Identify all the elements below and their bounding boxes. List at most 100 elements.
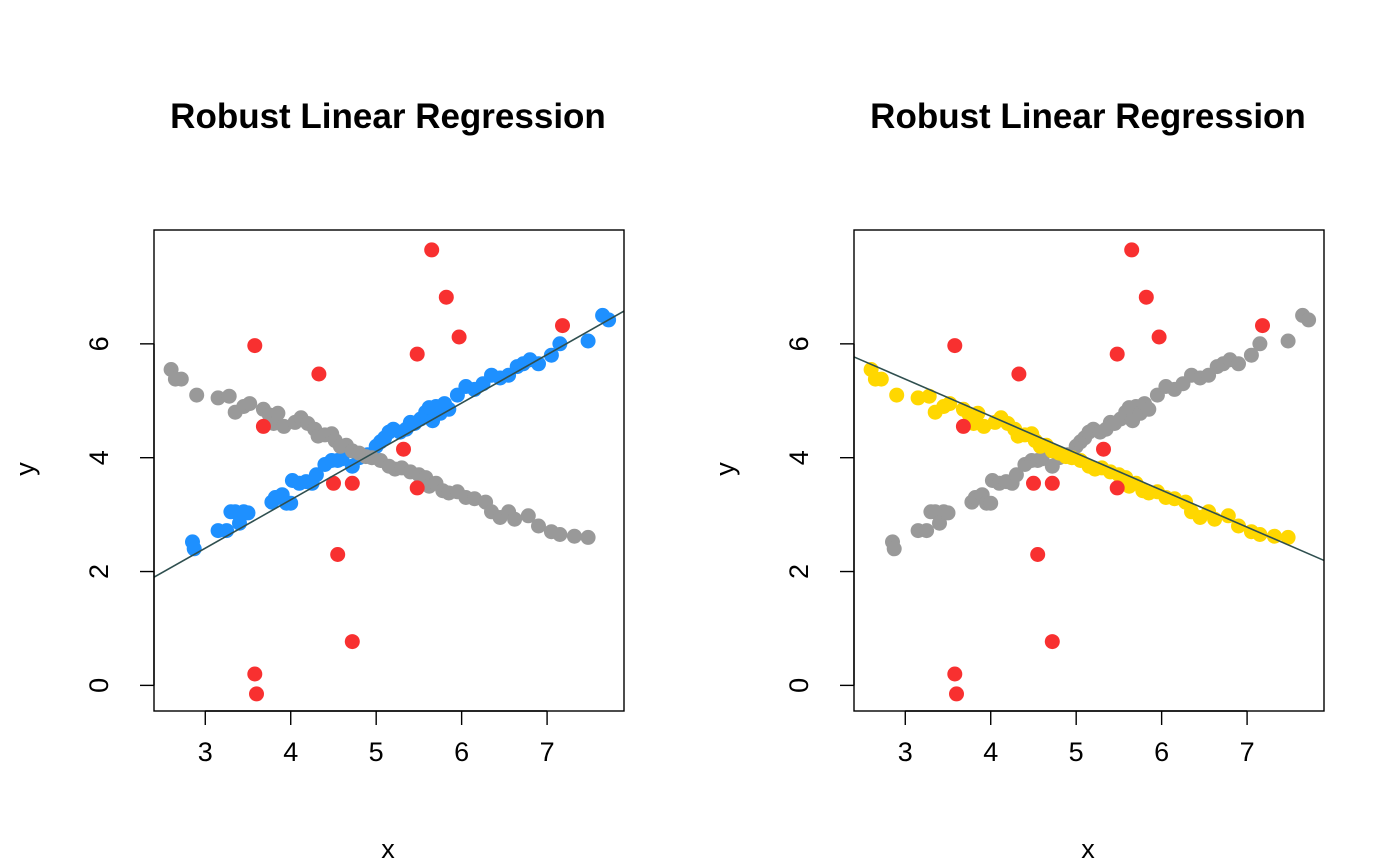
right-other-point — [1301, 312, 1317, 328]
right-outliers-point — [947, 666, 963, 682]
left-other-point — [566, 528, 582, 544]
left-y-tick-label: 2 — [84, 564, 114, 579]
left-highlighted-point — [441, 401, 457, 417]
right-y-tick-label: 0 — [784, 678, 814, 693]
right-other-point — [886, 541, 902, 557]
right-outliers-point — [1044, 634, 1060, 650]
right-other-point — [983, 495, 999, 511]
left-outliers-point — [344, 634, 360, 650]
right-y-axis-label: y — [710, 462, 740, 476]
left-outliers-point — [424, 242, 440, 258]
right-regression-plot: Robust Linear Regression x y 3 4 5 6 7 0 2 4 6 — [710, 97, 1325, 864]
left-highlighted-point — [308, 467, 324, 483]
left-outliers-point — [409, 346, 425, 362]
left-other-point — [507, 511, 523, 527]
right-outliers-point — [949, 686, 964, 702]
right-other-point — [940, 505, 956, 521]
left-outliers-point — [344, 475, 360, 491]
right-other-point — [1252, 336, 1268, 352]
left-highlighted-point — [543, 347, 559, 363]
left-regression-line — [154, 310, 624, 578]
left-outliers-point — [438, 289, 454, 305]
left-outliers-point — [247, 666, 263, 682]
left-other-point — [552, 527, 568, 542]
right-outliers-point — [1030, 547, 1046, 562]
left-y-tick-label: 6 — [84, 336, 114, 351]
left-outliers-point — [555, 318, 570, 334]
left-outliers-point — [255, 418, 271, 434]
left-x-tick-label: 3 — [198, 737, 213, 767]
left-x-tick-label: 4 — [283, 737, 298, 767]
right-highlighted-point — [889, 387, 905, 403]
right-other-point — [1280, 333, 1296, 349]
right-plot-area: 3 4 5 6 7 0 2 4 6 — [784, 229, 1325, 767]
right-other-point — [1141, 401, 1157, 417]
left-highlighted-point — [531, 356, 546, 372]
left-outliers-point — [409, 480, 425, 496]
left-other-point — [242, 396, 258, 412]
left-other-point — [520, 508, 536, 524]
left-y-tick-label: 4 — [84, 450, 114, 465]
right-highlighted-point — [1280, 529, 1296, 545]
left-highlighted-point — [552, 336, 568, 352]
right-other-point — [1008, 467, 1024, 483]
left-x-tick-label: 6 — [454, 737, 469, 767]
right-outliers-point — [1096, 441, 1111, 457]
left-plot-area: 3 4 5 6 7 0 2 4 6 — [84, 229, 625, 767]
left-other-point — [531, 518, 546, 534]
left-other-point — [173, 371, 189, 387]
left-other-point — [270, 405, 286, 421]
right-outliers-point — [1255, 318, 1270, 334]
right-y-tick-label: 4 — [784, 450, 814, 465]
right-highlighted-point — [873, 371, 889, 387]
right-other-point — [932, 515, 947, 531]
right-x-tick-label: 3 — [898, 737, 913, 767]
right-outliers-point — [947, 338, 963, 354]
left-outliers-point — [247, 338, 263, 354]
right-outliers-point — [1011, 366, 1027, 382]
right-outliers-point — [1138, 289, 1154, 305]
left-regression-plot: Robust Linear Regression x y 3 4 5 6 7 0 2 4 6 — [10, 97, 625, 864]
right-highlighted-point — [910, 390, 926, 406]
right-outliers-point — [1044, 475, 1060, 491]
left-outliers-point — [249, 686, 264, 702]
left-plot-title: Robust Linear Regression — [170, 97, 606, 136]
left-outliers-point — [451, 329, 467, 345]
left-outliers-point — [330, 547, 346, 562]
right-outliers-point — [1026, 475, 1041, 491]
left-highlighted-point — [240, 505, 256, 521]
left-outliers-point — [311, 366, 327, 382]
right-other-point — [1243, 347, 1259, 363]
right-outliers-point — [1124, 242, 1140, 258]
left-outliers-point — [326, 475, 341, 491]
right-x-tick-label: 7 — [1240, 737, 1255, 767]
right-x-tick-label: 5 — [1069, 737, 1084, 767]
right-outliers-point — [1109, 480, 1125, 496]
right-y-tick-label: 6 — [784, 336, 814, 351]
right-x-axis-label: x — [1081, 834, 1095, 864]
right-outliers-point — [1151, 329, 1167, 345]
right-x-tick-label: 6 — [1154, 737, 1169, 767]
right-outliers-point — [1109, 346, 1125, 362]
left-other-point — [580, 529, 596, 545]
left-other-point — [189, 387, 205, 403]
right-y-tick-label: 2 — [784, 564, 814, 579]
left-y-tick-label: 0 — [84, 678, 114, 693]
left-other-point — [210, 390, 226, 406]
left-highlighted-point — [283, 495, 299, 511]
right-regression-line — [854, 356, 1324, 562]
left-x-tick-label: 5 — [369, 737, 384, 767]
left-y-axis-label: y — [10, 462, 40, 476]
left-outliers-point — [396, 441, 411, 457]
right-x-tick-label: 4 — [983, 737, 998, 767]
right-highlighted-point — [921, 388, 937, 404]
right-other-point — [919, 523, 935, 539]
right-highlighted-point — [1220, 508, 1236, 524]
right-other-point — [1231, 356, 1246, 372]
right-outliers-point — [955, 418, 971, 434]
right-highlighted-point — [1207, 511, 1223, 527]
left-x-tick-label: 7 — [540, 737, 555, 767]
left-x-axis-label: x — [381, 834, 395, 864]
left-highlighted-point — [580, 333, 596, 349]
